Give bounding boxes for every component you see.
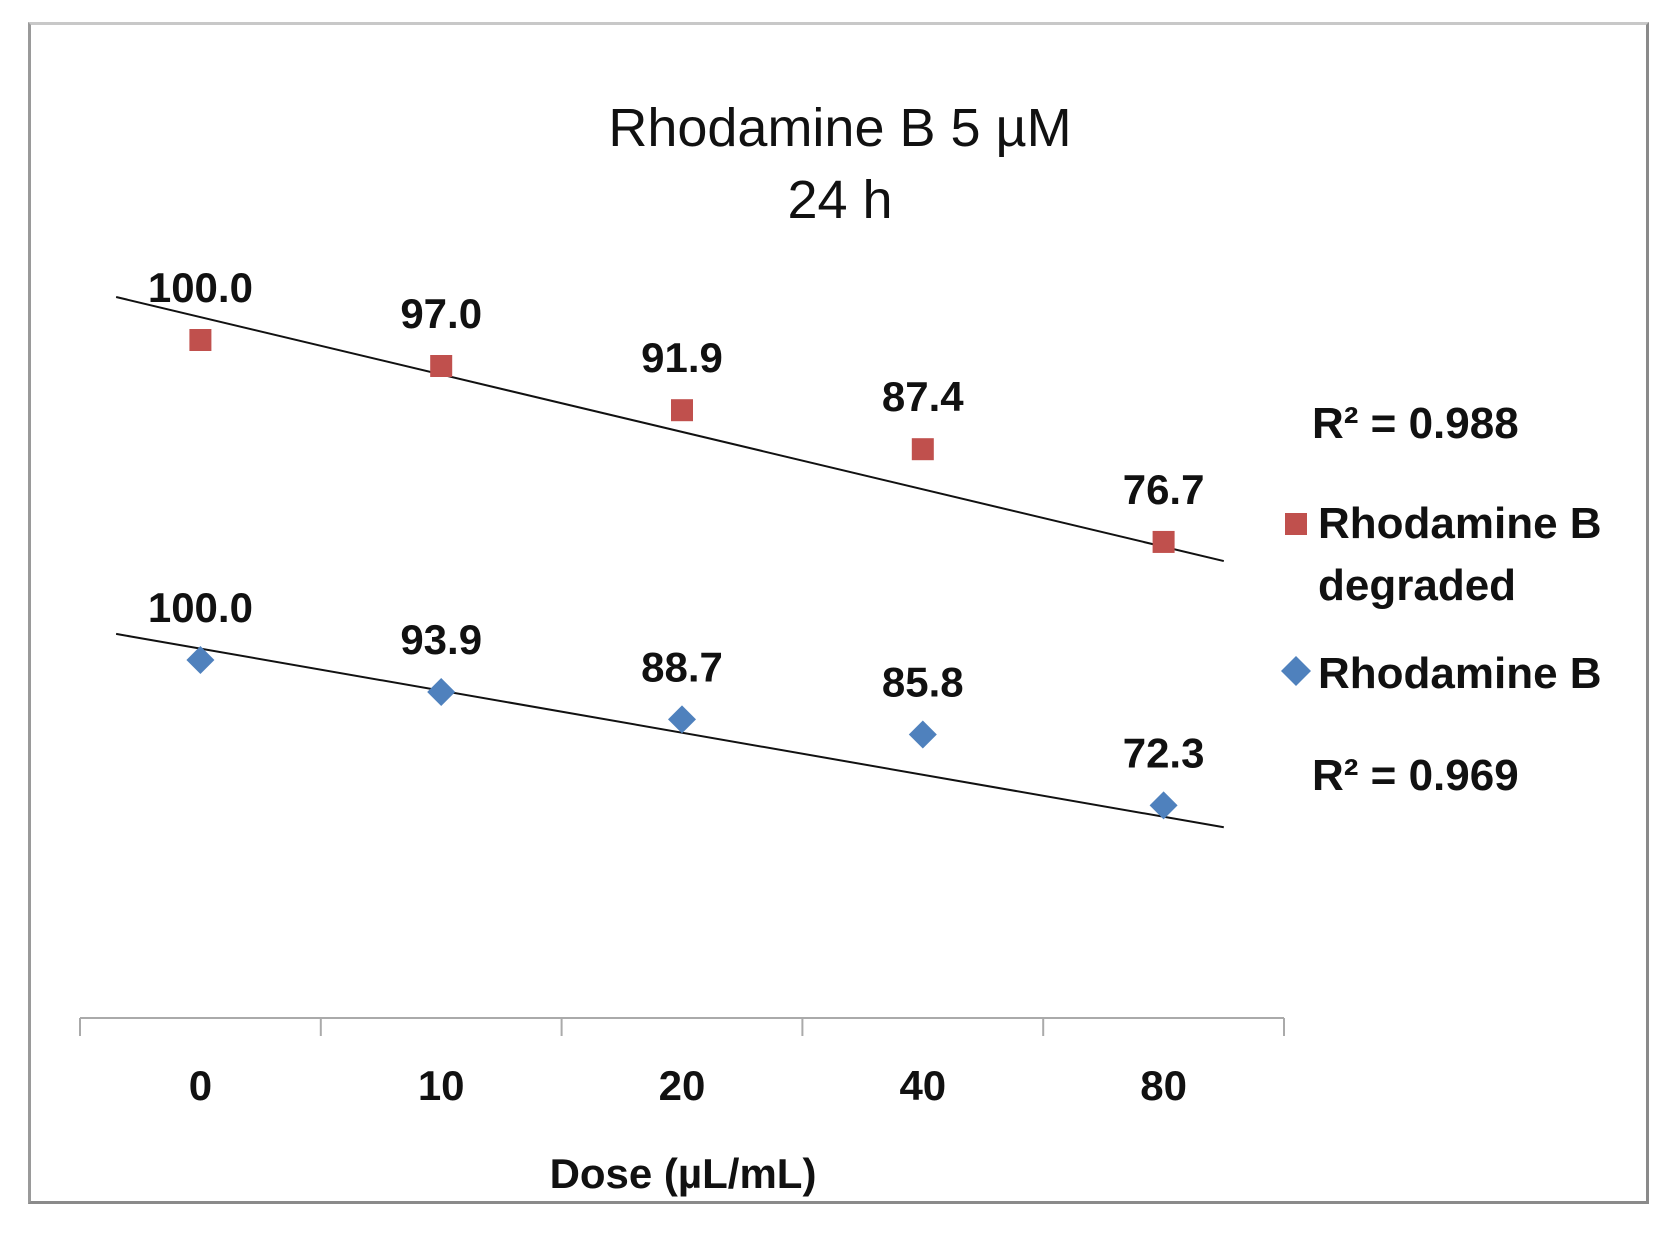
data-point-diamond xyxy=(1149,791,1178,820)
legend-label-degraded: degraded xyxy=(1318,561,1516,610)
x-tick-label: 10 xyxy=(418,1062,465,1109)
legend-label-degraded: Rhodamine B xyxy=(1318,499,1602,548)
data-label: 76.7 xyxy=(1123,466,1205,513)
data-point-diamond xyxy=(427,678,456,707)
data-point-square xyxy=(1152,530,1175,553)
x-tick-label: 40 xyxy=(899,1062,946,1109)
trendline xyxy=(115,296,1225,563)
chart-frame xyxy=(28,22,1649,1204)
data-label: 97.0 xyxy=(400,290,482,337)
data-label: 88.7 xyxy=(641,643,723,690)
trendlines xyxy=(115,296,1225,829)
legend-marker-diamond xyxy=(1281,656,1311,686)
chart-title: Rhodamine B 5 µM xyxy=(608,98,1071,158)
r-squared-degraded: R² = 0.988 xyxy=(1312,399,1519,448)
trendline xyxy=(115,632,1224,829)
data-point-square xyxy=(430,355,453,377)
data-label: 72.3 xyxy=(1123,729,1205,776)
data-label: 85.8 xyxy=(882,659,964,706)
chart-subtitle: 24 h xyxy=(787,170,892,230)
data-point-square xyxy=(911,438,934,461)
data-label: 100.0 xyxy=(148,264,253,311)
data-point-square xyxy=(189,329,212,351)
r-squared-rhodamine: R² = 0.969 xyxy=(1312,751,1519,800)
data-point-diamond xyxy=(908,720,937,749)
x-axis-title: Dose (µL/mL) xyxy=(550,1150,817,1197)
data-point-diamond xyxy=(668,705,696,734)
x-tick-label: 0 xyxy=(189,1062,212,1109)
legend-marker-square xyxy=(1285,513,1307,535)
data-point-diamond xyxy=(186,646,215,674)
data-point-square xyxy=(671,399,693,422)
x-axis: 0 10 20 40 80 xyxy=(79,1017,1285,1109)
data-label: 100.0 xyxy=(148,584,253,631)
legend: R² = 0.988 Rhodamine B degraded Rhodamine B… xyxy=(1281,399,1602,800)
data-label: 87.4 xyxy=(882,373,964,420)
x-tick-label: 80 xyxy=(1140,1062,1187,1109)
chart-titles: Rhodamine B 5 µM 24 h xyxy=(608,98,1071,230)
data-marks xyxy=(186,329,1178,820)
data-label: 91.9 xyxy=(641,334,723,381)
legend-label-rhodamine: Rhodamine B xyxy=(1318,649,1602,698)
data-label: 93.9 xyxy=(400,616,482,663)
x-tick-label: 20 xyxy=(659,1062,706,1109)
data-labels: 100.0 97.0 91.9 87.4 76.7 100.0 93.9 88.7 85.8 72… xyxy=(148,264,1205,776)
